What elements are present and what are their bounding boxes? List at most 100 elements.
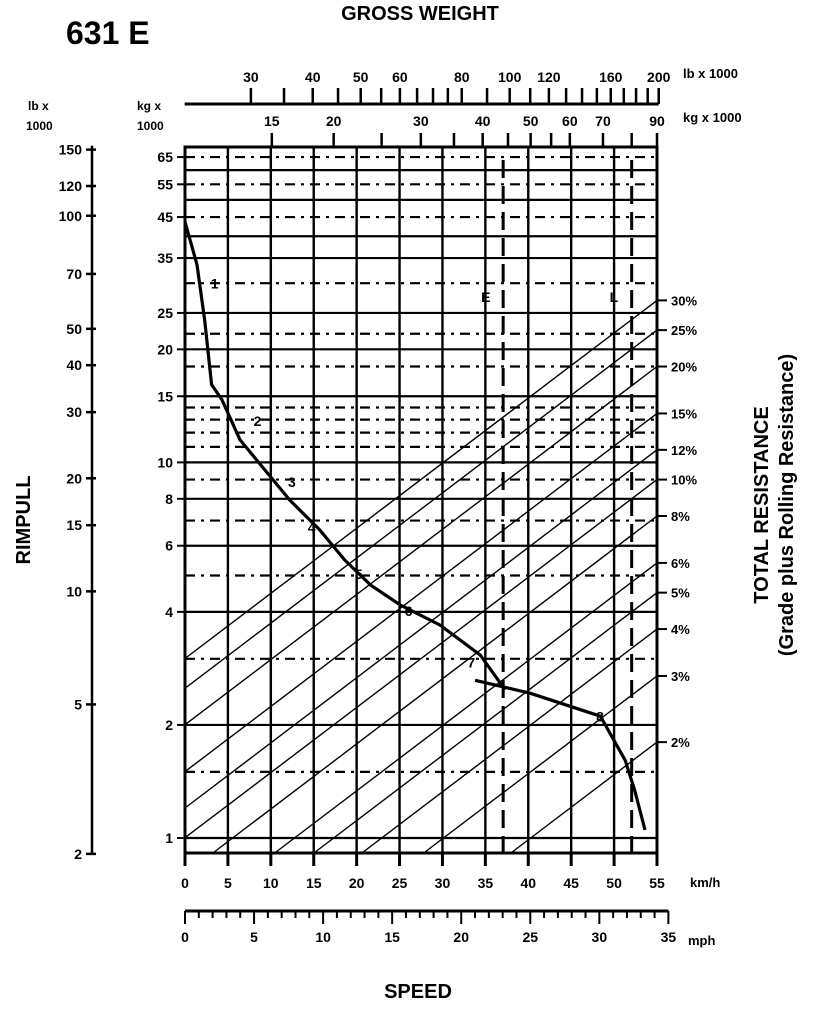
lb-tick-label: 100 bbox=[59, 208, 83, 224]
resistance-label: 4% bbox=[671, 622, 690, 637]
resistance-label: 6% bbox=[671, 556, 690, 571]
kmh-tick-label: 15 bbox=[306, 875, 322, 891]
resistance-label: 25% bbox=[671, 323, 697, 338]
lb-tick-label: 120 bbox=[59, 178, 83, 194]
kmh-tick-label: 40 bbox=[520, 875, 536, 891]
resistance-line bbox=[423, 675, 658, 854]
resistance-line bbox=[274, 562, 658, 854]
weight-kg-label: 60 bbox=[562, 113, 578, 129]
weight-kg-label: 20 bbox=[326, 113, 342, 129]
mph-tick-label: 25 bbox=[522, 929, 538, 945]
resistance-label: 15% bbox=[671, 406, 697, 421]
resistance-label: 2% bbox=[671, 735, 690, 750]
plot-frame bbox=[183, 145, 659, 855]
gear-label: 8 bbox=[596, 709, 604, 725]
weight-lb-label: 40 bbox=[305, 69, 321, 85]
weight-kg-label: 30 bbox=[413, 113, 429, 129]
kg-tick-label: 2 bbox=[165, 717, 173, 733]
lb-tick-label: 5 bbox=[74, 696, 82, 712]
gear-label: 1 bbox=[211, 276, 219, 292]
kg-tick-label: 45 bbox=[157, 209, 173, 225]
resistance-line bbox=[184, 479, 658, 839]
kmh-tick-label: 25 bbox=[392, 875, 408, 891]
lb-tick-label: 150 bbox=[59, 142, 83, 158]
resistance-line bbox=[184, 329, 658, 689]
right-axis-title: TOTAL RESISTANCE bbox=[751, 406, 773, 603]
left-lb-unit-2: 1000 bbox=[26, 119, 53, 133]
weight-lb-label: 120 bbox=[537, 69, 561, 85]
kg-tick-label: 65 bbox=[157, 149, 173, 165]
left-kg-unit-2: 1000 bbox=[137, 119, 164, 133]
lb-tick-label: 10 bbox=[66, 583, 82, 599]
mph-tick-label: 10 bbox=[315, 929, 331, 945]
mph-tick-label: 35 bbox=[661, 929, 677, 945]
kg-tick-label: 6 bbox=[165, 538, 173, 554]
gear-label: 3 bbox=[288, 474, 296, 490]
lb-tick-label: 30 bbox=[66, 404, 82, 420]
model-title: 631 E bbox=[66, 15, 150, 51]
resistance-line bbox=[313, 592, 658, 854]
weight-marker-label: L bbox=[610, 289, 619, 305]
kmh-tick-label: 20 bbox=[349, 875, 365, 891]
grid bbox=[183, 147, 659, 854]
kmh-unit: km/h bbox=[690, 875, 720, 890]
right-axis-subtitle: (Grade plus Rolling Resistance) bbox=[776, 354, 798, 656]
y-axis-title: RIMPULL bbox=[13, 476, 35, 565]
gear-label: 5 bbox=[355, 566, 363, 582]
mph-unit: mph bbox=[688, 933, 716, 948]
weight-lb-label: 60 bbox=[392, 69, 408, 85]
weight-lb-label: 80 bbox=[454, 69, 470, 85]
gear-label: 4 bbox=[308, 520, 316, 536]
kmh-tick-label: 5 bbox=[224, 875, 232, 891]
kg-tick-label: 8 bbox=[165, 491, 173, 507]
mph-tick-label: 0 bbox=[181, 929, 189, 945]
kg-tick-label: 4 bbox=[165, 604, 173, 620]
kmh-tick-label: 50 bbox=[606, 875, 622, 891]
resistance-line bbox=[184, 412, 658, 773]
resistance-line bbox=[184, 365, 658, 726]
lb-tick-label: 70 bbox=[66, 266, 82, 282]
mph-tick-label: 30 bbox=[592, 929, 608, 945]
resistance-label: 5% bbox=[671, 586, 690, 601]
weight-lb-unit: lb x 1000 bbox=[683, 66, 738, 81]
kmh-tick-label: 0 bbox=[181, 875, 189, 891]
gear-label: 2 bbox=[254, 413, 262, 429]
kg-tick-label: 1 bbox=[165, 830, 173, 846]
resistance-label: 10% bbox=[671, 473, 697, 488]
kg-tick-label: 15 bbox=[157, 388, 173, 404]
left-lb-unit-1: lb x bbox=[28, 99, 49, 113]
weight-lb-label: 30 bbox=[243, 69, 259, 85]
rimpull-curve bbox=[474, 678, 647, 831]
kg-tick-label: 20 bbox=[157, 341, 173, 357]
kg-tick-label: 55 bbox=[157, 176, 173, 192]
mph-tick-label: 20 bbox=[453, 929, 469, 945]
resistance-label: 12% bbox=[671, 443, 697, 458]
kg-tick-label: 25 bbox=[157, 305, 173, 321]
weight-kg-label: 90 bbox=[649, 113, 665, 129]
weight-lb-label: 100 bbox=[498, 69, 522, 85]
weight-marker-label: E bbox=[481, 289, 490, 305]
left-kg-unit-1: kg x bbox=[137, 99, 161, 113]
weight-kg-label: 15 bbox=[264, 113, 280, 129]
kg-tick-label: 10 bbox=[157, 454, 173, 470]
lb-tick-label: 40 bbox=[66, 357, 82, 373]
kg-tick-label: 35 bbox=[157, 250, 173, 266]
kmh-tick-label: 30 bbox=[435, 875, 451, 891]
resistance-label: 30% bbox=[671, 293, 697, 308]
lb-tick-label: 15 bbox=[66, 517, 82, 533]
weight-kg-label: 50 bbox=[523, 113, 539, 129]
resistance-label: 8% bbox=[671, 509, 690, 524]
lb-tick-label: 20 bbox=[66, 470, 82, 486]
resistance-line bbox=[361, 628, 658, 854]
kmh-tick-label: 35 bbox=[478, 875, 494, 891]
resistance-label: 3% bbox=[671, 669, 690, 684]
lb-tick-label: 50 bbox=[66, 321, 82, 337]
resistance-label: 20% bbox=[671, 360, 697, 375]
resistance-line bbox=[184, 299, 658, 660]
x-axis-title: SPEED bbox=[384, 981, 452, 1003]
kmh-tick-label: 45 bbox=[563, 875, 579, 891]
kmh-tick-label: 55 bbox=[649, 875, 665, 891]
mph-tick-label: 15 bbox=[384, 929, 400, 945]
gear-label: 7 bbox=[467, 655, 475, 671]
chart-title: GROSS WEIGHT bbox=[341, 3, 499, 25]
